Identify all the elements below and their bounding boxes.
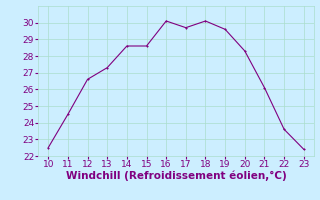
X-axis label: Windchill (Refroidissement éolien,°C): Windchill (Refroidissement éolien,°C) [66, 171, 286, 181]
